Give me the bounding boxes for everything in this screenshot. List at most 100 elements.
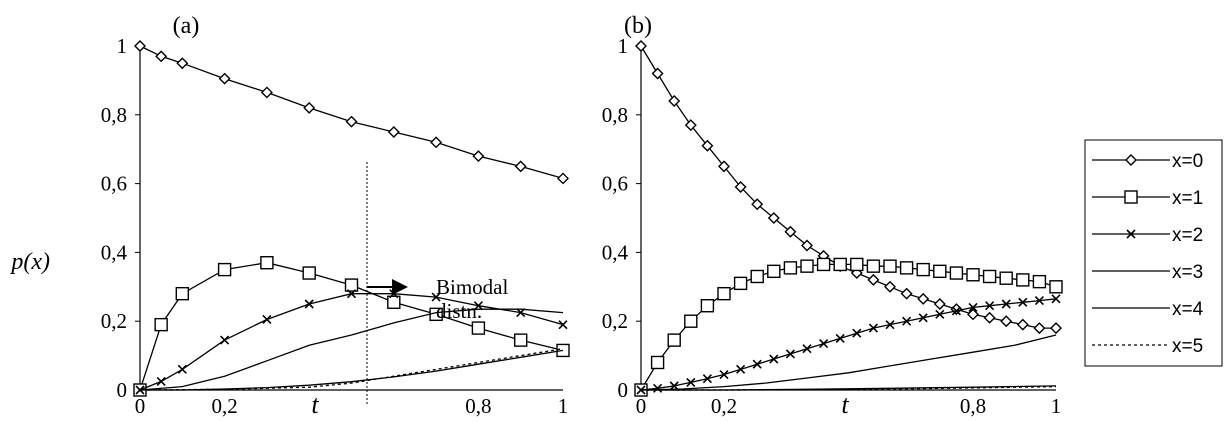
chart-a-annotation: Bimodal distn. [366,162,508,404]
data-point [684,314,698,328]
x-tick-label: 0 [135,394,146,418]
legend-label: x=1 [1172,188,1203,209]
data-point-stroke-2 [653,383,663,393]
data-point [935,309,945,319]
annotation-text-line1: Bimodal [436,275,508,299]
data-point [430,136,443,149]
data-point [884,280,896,293]
data-point [684,119,697,132]
data-point [668,95,681,108]
data-point [835,333,845,343]
data-point [558,320,568,330]
data-point [883,259,897,273]
data-point [1016,273,1030,287]
data-point [220,335,230,345]
x-tick-label: 0,8 [465,394,491,418]
data-point-stroke-2 [1051,294,1061,304]
data-point-stroke-2 [220,335,230,345]
chart-b-series [634,40,1063,397]
data-point [635,40,647,52]
data-point-stroke-2 [819,338,829,349]
data-point [918,313,928,323]
legend-item-x-3: x=3 [1092,262,1203,283]
series-x-0 [635,40,1062,335]
data-point [899,261,914,275]
x-tick-label: 0 [636,394,647,418]
chart-b-axes [640,46,1056,391]
data-point [702,374,712,384]
data-point [218,72,231,85]
legend-items: x=0 x=1 x=2 x=3 x=4 x=5 [1092,151,1204,357]
data-point-stroke-2 [935,309,945,319]
series-x-4 [641,385,1057,391]
legend-label: x=4 [1172,299,1204,320]
data-point [717,286,731,301]
data-point-stroke-2 [852,328,862,338]
series-line [139,293,564,391]
data-point-stroke-2 [346,289,357,299]
series-line [640,298,1057,391]
legend-box [1084,139,1223,367]
chart-b-title: (b) [624,13,652,39]
data-point [701,139,714,152]
data-point [1049,280,1063,294]
data-point [471,321,486,335]
data-point [916,262,930,277]
data-point [785,349,795,359]
data-point [983,311,996,324]
series-x-2 [135,289,568,395]
data-point [346,289,357,299]
legend-label: x=3 [1172,262,1203,283]
data-point [387,126,400,138]
data-point-stroke-2 [835,333,845,343]
legend: x=0 x=1 x=2 x=3 x=4 x=5 [1084,139,1223,367]
data-point [736,364,746,374]
data-point [967,308,979,321]
data-point [982,269,997,284]
y-tick-label: 0 [618,378,629,402]
data-point-stroke-2 [1001,299,1011,309]
legend-label: x=5 [1172,336,1203,357]
series-x-5 [139,348,564,391]
data-point [472,150,485,163]
data-point [850,257,864,272]
annotation-text-line2: distn. [436,299,482,323]
data-point [1033,322,1046,335]
y-tick-label: 1 [117,34,128,58]
data-point-stroke-2 [802,344,812,354]
annotation-arrow-head [392,279,408,295]
chart-a-title: (a) [173,13,200,39]
data-point [700,299,715,313]
data-point [852,328,862,338]
y-tick-label: 0,8 [101,103,127,127]
data-point [949,266,964,280]
data-point [1000,315,1013,328]
data-point [1001,299,1011,309]
series-x-0 [134,40,569,185]
data-point-stroke-2 [918,313,928,323]
data-point [902,316,912,326]
data-point [667,333,681,347]
series-line [140,349,564,391]
data-point [833,257,847,272]
data-point [155,50,168,63]
series-line [640,263,1057,391]
legend-item-x-0: x=0 [1092,151,1203,172]
data-point [751,198,764,211]
data-point-stroke-2 [951,306,961,316]
chart-b-ticks: 0 0,2 0,4 0,6 0,8 1 0 0,2 0,8 1 [602,34,1062,418]
data-point-stroke-2 [156,376,166,386]
chart-panel-b: (b) t 0 0,2 0,4 0,6 0,8 1 0 0,2 0,8 1 [602,13,1063,419]
series-line [139,308,564,391]
data-point [752,359,762,369]
legend-item-x-5: x=5 [1092,336,1203,357]
data-point-stroke-2 [1018,297,1028,307]
data-point [431,292,441,302]
x-tick-label: 1 [558,394,569,418]
data-point [344,278,359,292]
data-point [217,262,232,277]
data-point-stroke-2 [985,301,995,311]
y-tick-label: 1 [618,34,629,58]
data-point [134,40,146,52]
data-point [473,301,483,311]
